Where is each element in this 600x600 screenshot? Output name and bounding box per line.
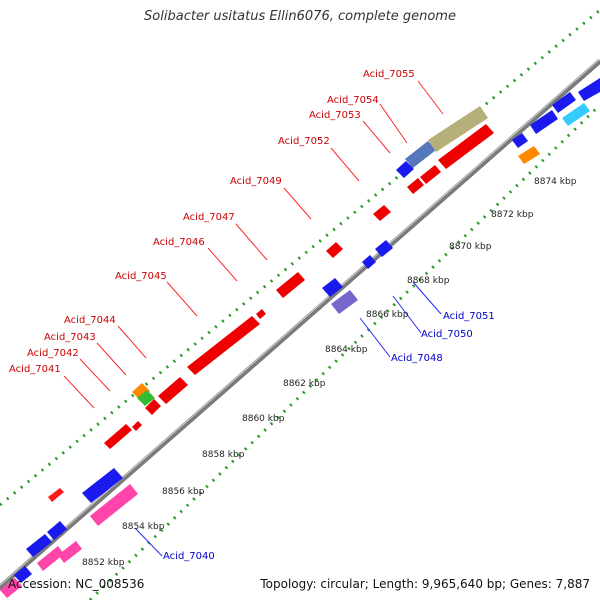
bottom-leader-lines xyxy=(134,281,442,557)
kbp-label[interactable]: 8862 kbp xyxy=(283,379,326,389)
gene-feature[interactable] xyxy=(407,178,424,194)
kbp-scale: 8852 kbp 8854 kbp 8856 kbp 8858 kbp 8860… xyxy=(82,177,577,568)
gene-feature[interactable] xyxy=(420,165,441,184)
kbp-label[interactable]: 8866 kbp xyxy=(366,310,409,320)
gene-label[interactable]: Acid_7047 xyxy=(183,212,235,223)
gene-feature[interactable] xyxy=(187,316,260,375)
gene-label[interactable]: Acid_7041 xyxy=(9,364,61,375)
gene-label[interactable]: Acid_7054 xyxy=(327,95,379,106)
gene-feature[interactable] xyxy=(137,390,155,406)
gene-label[interactable]: Acid_7053 xyxy=(309,110,361,121)
inner-tick-row xyxy=(88,103,600,600)
gene-feature[interactable] xyxy=(47,521,67,540)
gene-label[interactable]: Acid_7044 xyxy=(64,315,116,326)
gene-feature[interactable] xyxy=(158,377,188,404)
gene-feature[interactable] xyxy=(276,272,305,298)
gene-label[interactable]: Acid_7046 xyxy=(153,237,205,248)
kbp-label[interactable]: 8868 kbp xyxy=(407,276,450,286)
top-leader-lines xyxy=(63,80,444,409)
gene-feature[interactable] xyxy=(428,106,488,152)
gene-feature[interactable] xyxy=(14,566,32,583)
gene-label[interactable]: Acid_7045 xyxy=(115,271,167,282)
gene-feature[interactable] xyxy=(373,205,391,221)
gene-feature[interactable] xyxy=(132,421,142,431)
top-gene-labels[interactable]: Acid_7041 Acid_7042 Acid_7043 Acid_7044 … xyxy=(9,69,415,375)
kbp-label[interactable]: 8870 kbp xyxy=(449,242,492,252)
gene-feature[interactable] xyxy=(552,92,576,113)
gene-label[interactable]: Acid_7042 xyxy=(27,348,79,359)
gene-label[interactable]: Acid_7040 xyxy=(163,551,215,562)
gene-label[interactable]: Acid_7051 xyxy=(443,311,495,322)
gene-label[interactable]: Acid_7052 xyxy=(278,136,330,147)
gene-feature[interactable] xyxy=(530,110,558,134)
kbp-label[interactable]: 8860 kbp xyxy=(242,414,285,424)
gene-label[interactable]: Acid_7043 xyxy=(44,332,96,343)
top-strand-genes[interactable] xyxy=(48,106,494,502)
gene-feature[interactable] xyxy=(562,103,590,126)
bottom-strand-genes[interactable] xyxy=(0,78,600,598)
gene-feature[interactable] xyxy=(322,278,343,297)
gene-feature[interactable] xyxy=(48,488,64,502)
kbp-label[interactable]: 8856 kbp xyxy=(162,487,205,497)
gene-feature[interactable] xyxy=(578,78,600,101)
gene-feature[interactable] xyxy=(405,141,436,168)
outer-tick-row xyxy=(0,8,600,507)
gene-feature[interactable] xyxy=(58,541,82,563)
gene-label[interactable]: Acid_7049 xyxy=(230,176,282,187)
gene-feature[interactable] xyxy=(326,242,343,258)
kbp-label[interactable]: 8872 kbp xyxy=(491,210,534,220)
kbp-label[interactable]: 8874 kbp xyxy=(534,177,577,187)
genome-title: Solibacter usitatus Ellin6076, complete … xyxy=(144,9,456,24)
gene-feature[interactable] xyxy=(375,240,393,257)
gene-feature[interactable] xyxy=(362,255,376,269)
bottom-gene-labels[interactable]: Acid_7040 Acid_7048 Acid_7050 Acid_7051 xyxy=(163,311,495,562)
kbp-label[interactable]: 8858 kbp xyxy=(202,450,245,460)
gene-feature[interactable] xyxy=(82,468,123,503)
gene-feature[interactable] xyxy=(132,383,150,400)
gene-feature[interactable] xyxy=(331,290,358,314)
gene-label[interactable]: Acid_7055 xyxy=(363,69,415,80)
gene-feature[interactable] xyxy=(438,124,494,169)
gene-feature[interactable] xyxy=(26,534,52,557)
gene-feature[interactable] xyxy=(104,424,132,449)
genome-stats-text: Topology: circular; Length: 9,965,640 bp… xyxy=(260,577,590,591)
gene-feature[interactable] xyxy=(0,578,22,598)
gene-label[interactable]: Acid_7048 xyxy=(391,353,443,364)
kbp-label[interactable]: 8852 kbp xyxy=(82,558,125,568)
gene-feature[interactable] xyxy=(256,309,266,319)
gene-label[interactable]: Acid_7050 xyxy=(421,329,473,340)
gene-feature[interactable] xyxy=(396,161,414,178)
gene-feature[interactable] xyxy=(90,484,138,526)
gene-feature[interactable] xyxy=(37,546,64,571)
gene-feature[interactable] xyxy=(512,133,528,148)
kbp-label[interactable]: 8864 kbp xyxy=(325,345,368,355)
genome-backbone xyxy=(0,58,600,591)
gene-feature[interactable] xyxy=(518,146,540,164)
gene-feature[interactable] xyxy=(145,399,161,415)
kbp-label[interactable]: 8854 kbp xyxy=(122,522,165,532)
accession-text: Accession: NC_008536 xyxy=(8,577,145,591)
